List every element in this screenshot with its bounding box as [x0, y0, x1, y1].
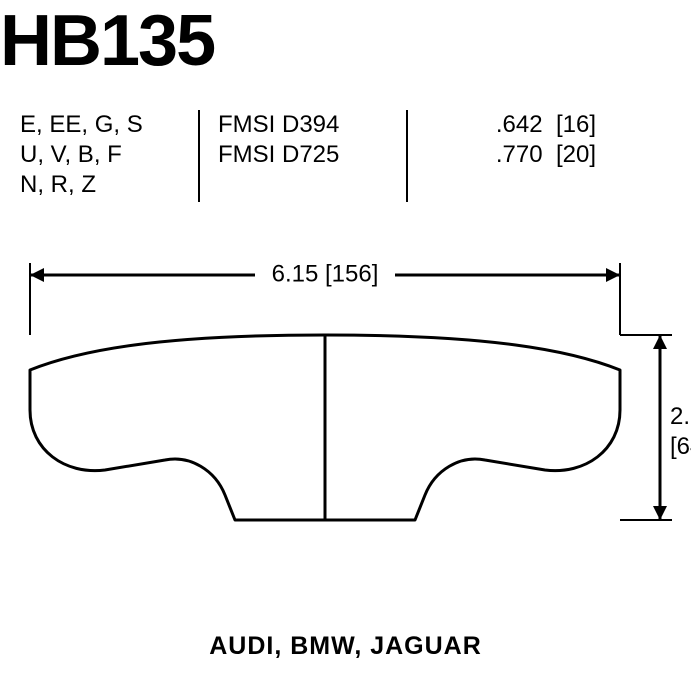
width-dimension-label: 6.15 [156]: [272, 260, 379, 287]
applications-footer: AUDI, BMW, JAGUAR: [0, 632, 691, 661]
height-dimension-mm: [64]: [670, 433, 691, 460]
brake-pad-diagram: 6.15 [156] 2.50 [64]: [0, 0, 691, 560]
height-dimension-in: 2.50: [670, 403, 691, 430]
